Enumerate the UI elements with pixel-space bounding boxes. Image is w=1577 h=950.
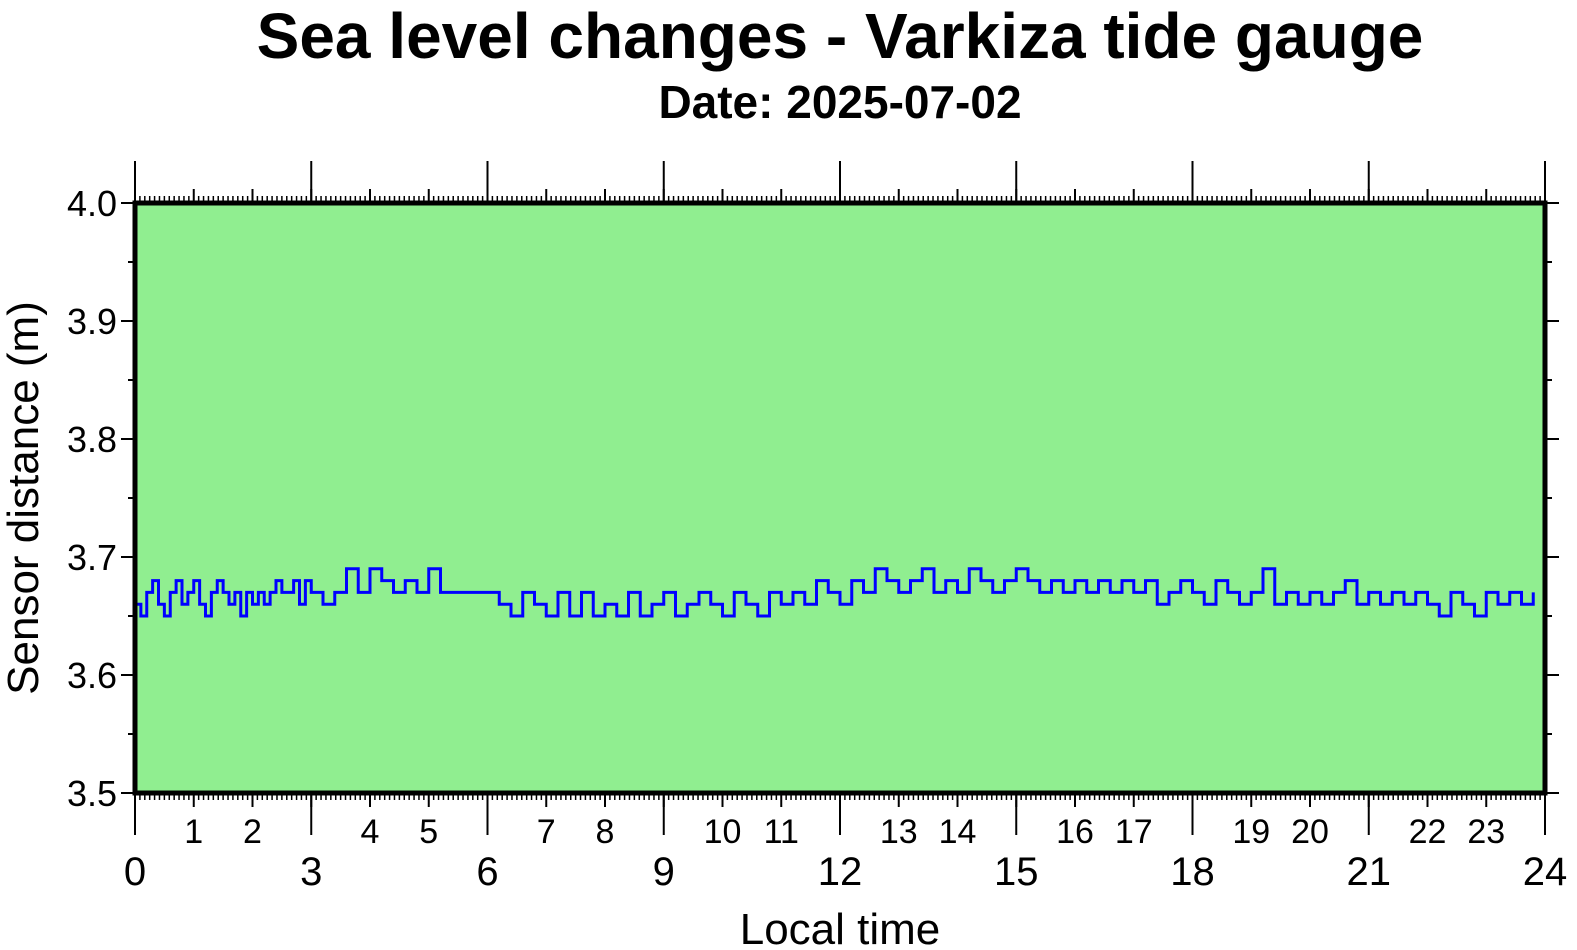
chart-subtitle: Date: 2025-07-02 xyxy=(658,76,1021,128)
x-minor-tick-label: 4 xyxy=(361,813,380,851)
x-minor-tick-label: 16 xyxy=(1056,813,1094,851)
series-line xyxy=(135,567,1535,618)
x-minor-tick-label: 8 xyxy=(596,813,615,851)
x-minor-tick-label: 5 xyxy=(419,813,438,851)
x-minor-tick-label: 1 xyxy=(184,813,203,851)
x-major-tick-label: 24 xyxy=(1523,850,1568,894)
x-tick-labels: 0 3 6 9 12 15 18 21 241 2 4 5 7 8 10 11 13 14 16 17 19 20 22 23 xyxy=(124,813,1567,894)
x-minor-tick-label: 14 xyxy=(939,813,977,851)
y-tick-label: 3.6 xyxy=(67,655,117,696)
major-tick-marks xyxy=(121,161,1559,835)
x-major-tick-label: 15 xyxy=(994,850,1039,894)
x-major-tick-label: 12 xyxy=(818,850,863,894)
x-minor-tick-label: 20 xyxy=(1291,813,1329,851)
x-minor-tick-label: 2 xyxy=(243,813,262,851)
x-major-tick-label: 0 xyxy=(124,850,146,894)
x-major-tick-label: 18 xyxy=(1170,850,1215,894)
x-major-tick-label: 6 xyxy=(476,850,498,894)
y-tick-label: 3.8 xyxy=(67,419,117,460)
plot-area xyxy=(135,203,1545,793)
x-minor-tick-label: 10 xyxy=(704,813,742,851)
x-minor-tick-label: 7 xyxy=(537,813,556,851)
x-major-tick-label: 21 xyxy=(1347,850,1392,894)
y-tick-label: 3.7 xyxy=(67,537,117,578)
chart-title: Sea level changes - Varkiza tide gauge xyxy=(257,0,1424,72)
y-axis-label: Sensor distance (m) xyxy=(0,301,48,695)
x-major-tick-label: 3 xyxy=(300,850,322,894)
y-tick-label: 3.5 xyxy=(67,773,117,814)
x-axis-label: Local time xyxy=(740,905,941,950)
x-minor-tick-label: 19 xyxy=(1232,813,1270,851)
x-major-tick-label: 9 xyxy=(653,850,675,894)
x-minor-tick-label: 13 xyxy=(880,813,918,851)
x-minor-tick-label: 23 xyxy=(1467,813,1505,851)
x-minor-tick-label: 11 xyxy=(764,813,799,851)
y-tick-label: 3.9 xyxy=(67,301,117,342)
y-tick-label: 4.0 xyxy=(67,183,117,224)
plot-frame xyxy=(132,200,1548,796)
x-minor-tick-label: 17 xyxy=(1115,813,1153,851)
y-tick-labels: 3.5 3.6 3.7 3.8 3.9 4.0 xyxy=(67,183,117,814)
x-minor-tick-label: 22 xyxy=(1409,813,1447,851)
